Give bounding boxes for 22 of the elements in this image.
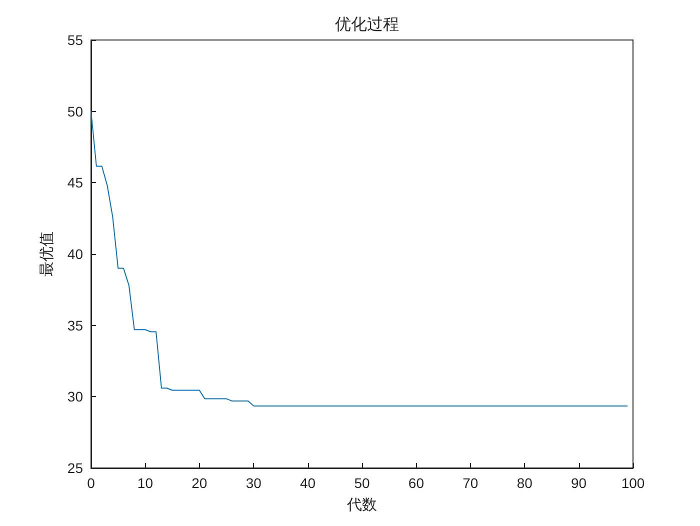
x-tick-label: 50 (354, 475, 370, 491)
x-axis-title: 代数 (346, 498, 377, 514)
x-tick-label: 0 (87, 475, 96, 491)
x-tick-label: 80 (516, 475, 533, 491)
line-series (90, 110, 628, 406)
y-tick-label: 35 (67, 317, 84, 334)
y-tick-label: 45 (67, 174, 84, 191)
y-tick-label: 25 (67, 460, 84, 476)
x-tick-label: 10 (137, 475, 154, 491)
x-tick-label: 60 (408, 475, 424, 491)
x-tick-label: 90 (571, 475, 587, 491)
x-tick-label: 20 (192, 475, 208, 491)
chart-title: 优化过程 (335, 16, 399, 34)
x-tick-label: 70 (462, 475, 478, 491)
y-tick-label: 55 (67, 32, 84, 48)
x-tick-label: 40 (300, 475, 316, 491)
y-tick-label: 30 (67, 388, 84, 405)
y-tick-label: 40 (67, 246, 84, 262)
y-axis-title: 最优值 (40, 232, 56, 276)
y-tick-label: 50 (67, 103, 84, 120)
x-tick-label: 30 (246, 475, 262, 491)
x-tick-label: 100 (621, 475, 645, 491)
